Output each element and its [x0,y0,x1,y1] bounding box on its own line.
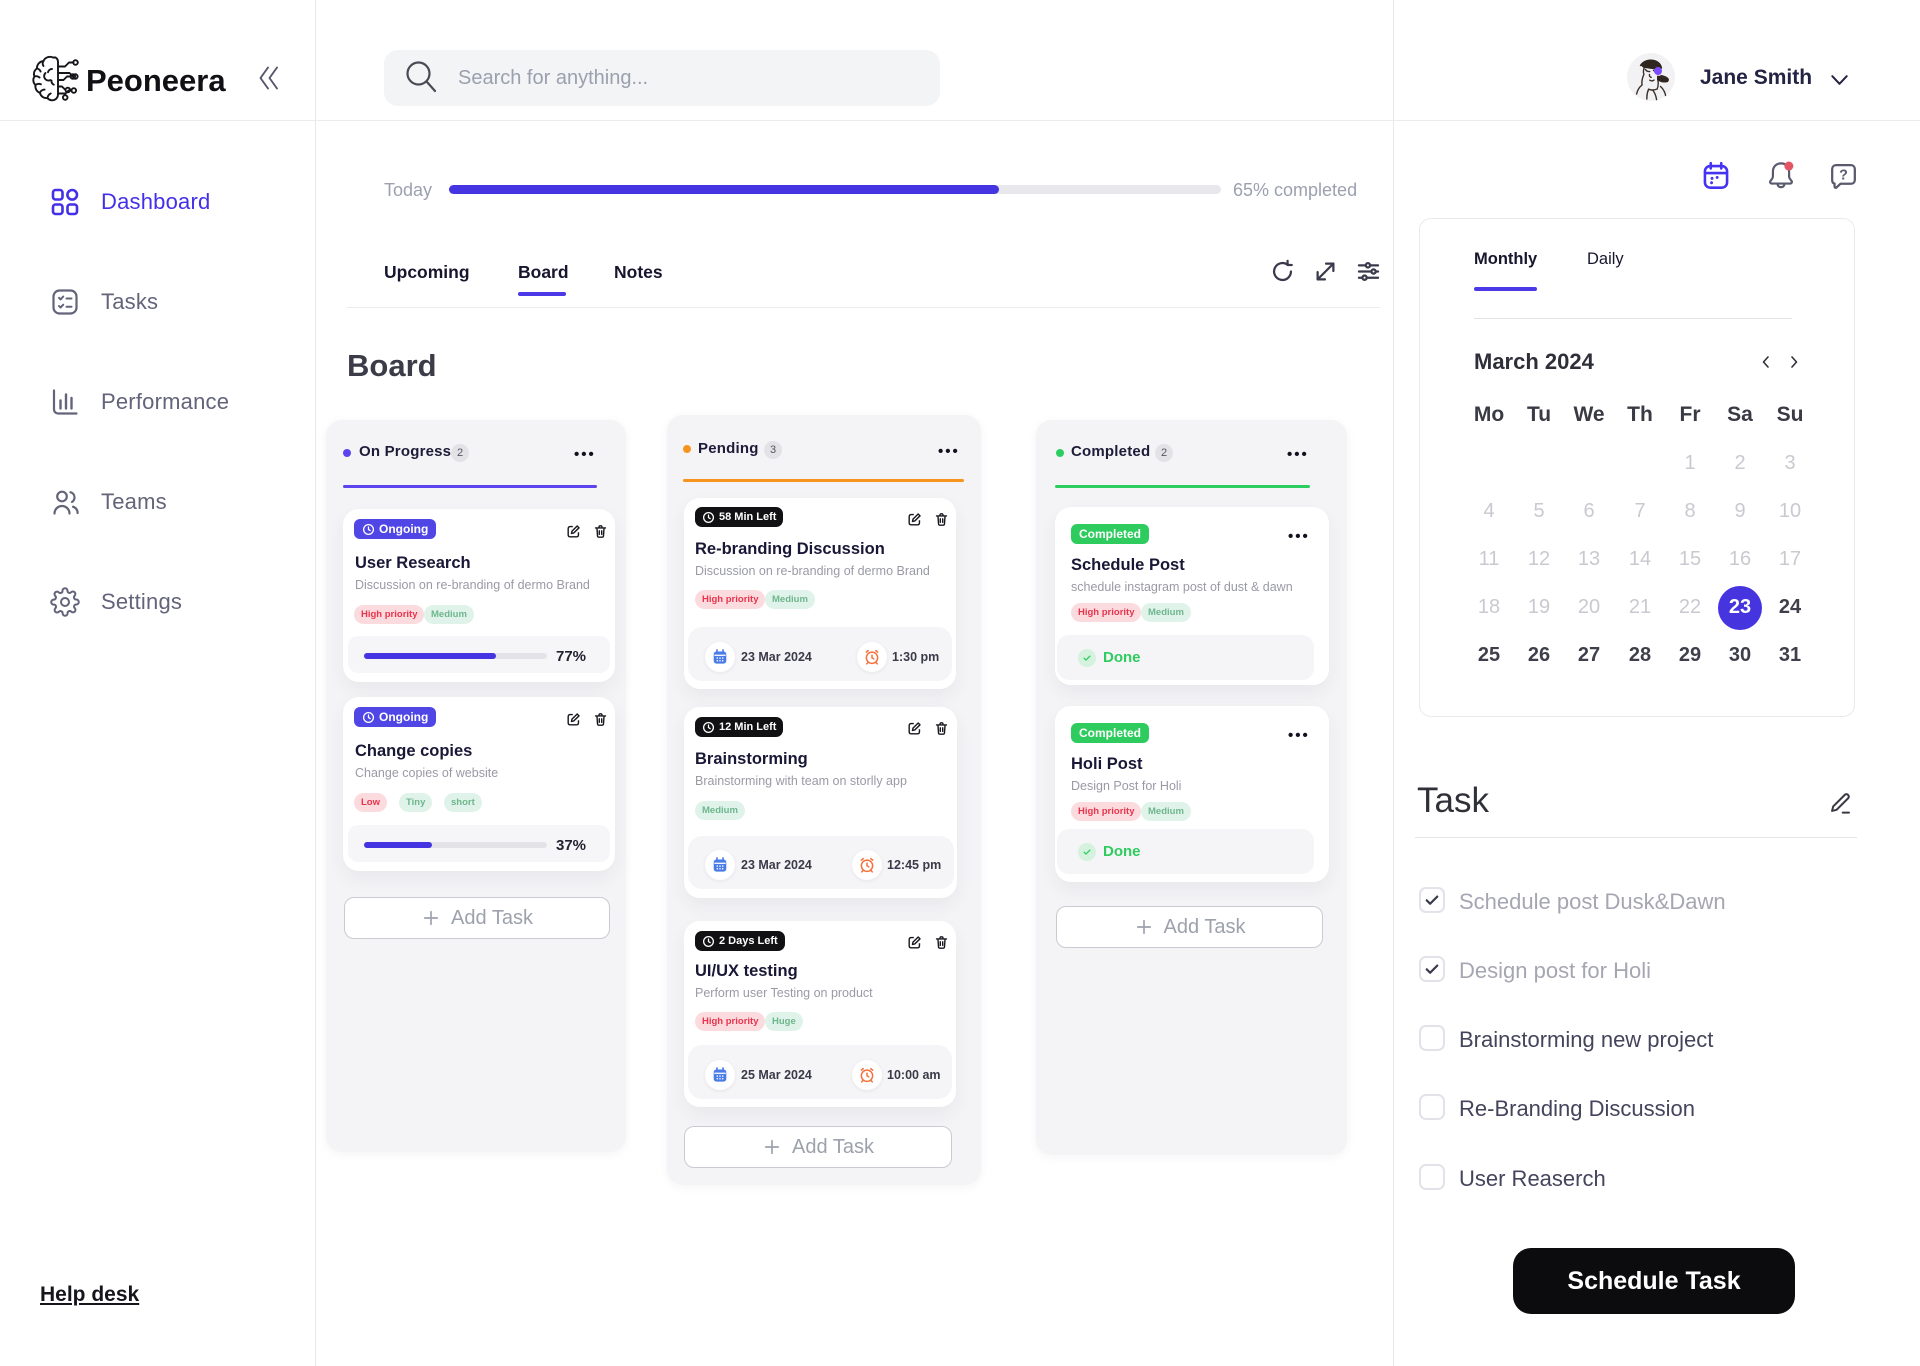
svg-text:?: ? [1839,167,1848,183]
